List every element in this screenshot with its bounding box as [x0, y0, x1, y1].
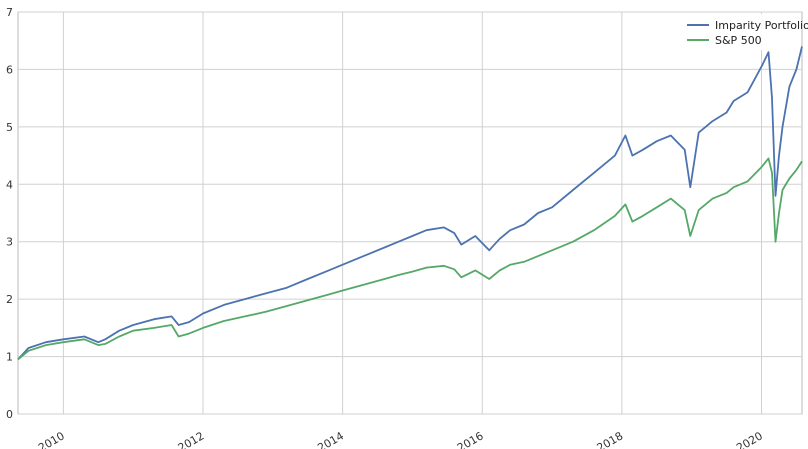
y-tick-label: 0: [6, 408, 13, 421]
series-group: [17, 46, 803, 361]
grid: [18, 11, 802, 415]
y-tick-label: 4: [6, 178, 13, 191]
y-tick-label: 2: [6, 293, 13, 306]
legend: Imparity Portfolio S&P 500: [681, 14, 808, 50]
y-tick-label: 3: [6, 236, 13, 249]
y-axis: 0 1 2 3 4 5 6 7: [6, 6, 13, 421]
series-line-imparity-portfolio: [17, 46, 803, 361]
x-tick-label: 2014: [315, 429, 346, 449]
y-tick-label: 1: [6, 351, 13, 364]
x-axis: 2010 2012 2014 2016 2018 2020: [36, 429, 765, 449]
x-tick-label: 2016: [455, 429, 486, 449]
x-tick-label: 2012: [176, 429, 207, 449]
x-tick-label: 2020: [734, 429, 765, 449]
y-tick-label: 5: [6, 121, 13, 134]
y-tick-label: 6: [6, 63, 13, 76]
legend-label: S&P 500: [715, 34, 762, 47]
x-tick-label: 2010: [36, 429, 67, 449]
plot-area: [17, 11, 803, 415]
y-tick-label: 7: [6, 6, 13, 19]
x-tick-label: 2018: [595, 429, 626, 449]
legend-label: Imparity Portfolio: [715, 19, 808, 32]
legend-box: [681, 14, 798, 50]
series-line-sp-500: [17, 157, 803, 361]
